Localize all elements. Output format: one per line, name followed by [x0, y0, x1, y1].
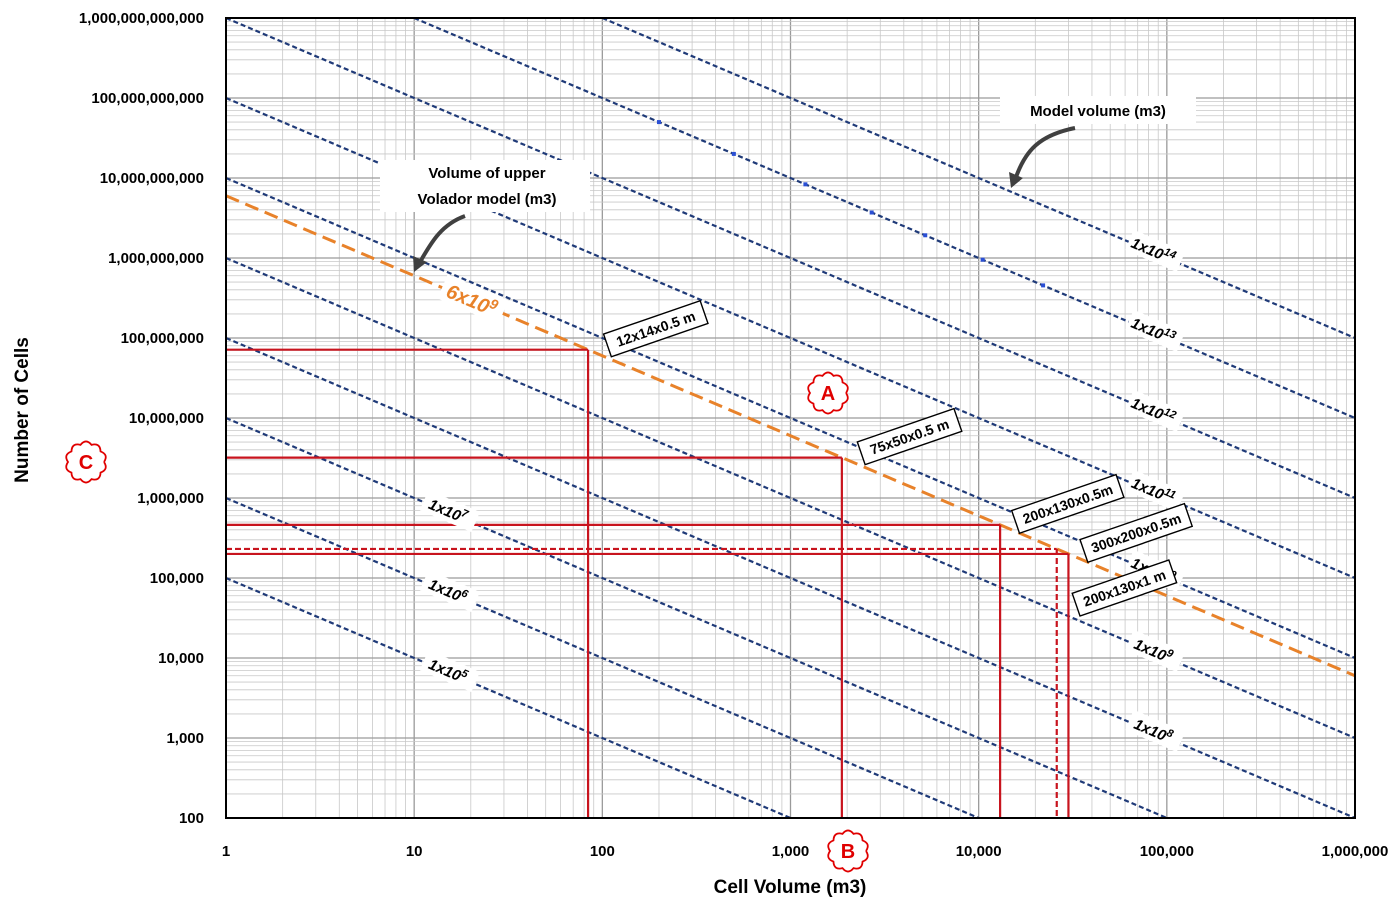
y-tick-label: 100,000,000	[121, 330, 204, 347]
svg-text:Model volume (m3): Model volume (m3)	[1030, 103, 1166, 120]
iso-volume-line	[225, 496, 980, 820]
x-tick-label: 10	[406, 843, 423, 860]
y-tick-label: 10,000,000	[129, 410, 204, 427]
svg-text:B: B	[841, 841, 855, 863]
y-axis-label: Number of Cells	[12, 337, 33, 483]
x-tick-label: 1,000,000	[1322, 843, 1389, 860]
data-point	[1041, 283, 1046, 288]
iso-volume-label: 1x1012	[1125, 389, 1186, 432]
model-volume-line-path	[225, 194, 1356, 678]
y-tick-label: 1,000,000,000	[108, 250, 204, 267]
data-point	[731, 151, 736, 156]
x-axis-label: Cell Volume (m3)	[714, 877, 867, 898]
x-tick-label: 1	[222, 843, 230, 860]
data-point	[980, 257, 985, 262]
svg-text:Volume of upper: Volume of upper	[428, 165, 545, 182]
x-tick-label: 100	[590, 843, 615, 860]
svg-text:C: C	[79, 452, 93, 474]
data-point	[869, 210, 874, 215]
svg-text:Volador model (m3): Volador model (m3)	[418, 191, 557, 208]
data-point	[656, 120, 661, 125]
y-tick-label: 1,000,000,000,000	[79, 10, 204, 27]
y-tick-label: 100,000,000,000	[91, 90, 204, 107]
iso-volume-line	[225, 416, 1168, 820]
callout-arrow	[1013, 126, 1076, 181]
marker-a: A	[807, 371, 849, 415]
y-tick-label: 100,000	[150, 570, 204, 587]
iso-volume-line	[601, 16, 1356, 340]
iso-volume-line	[413, 16, 1356, 420]
svg-text:A: A	[821, 383, 835, 405]
y-tick-label: 10,000,000,000	[100, 170, 204, 187]
x-tick-label: 10,000	[956, 843, 1002, 860]
iso-volume-line	[225, 256, 1356, 740]
iso-volume-line	[225, 576, 791, 820]
x-tick-label: 1,000	[772, 843, 810, 860]
x-tick-labels: 1 10 100 1,000 10,000 100,000 1,000,000	[222, 843, 1389, 860]
data-point	[803, 182, 808, 187]
y-tick-labels: 100 1,000 10,000 100,000 1,000,000 10,000,000…	[79, 10, 204, 827]
y-tick-label: 100	[179, 810, 204, 827]
marker-b: B	[827, 829, 869, 873]
iso-volume-line	[225, 336, 1356, 820]
marker-c: C	[65, 440, 107, 484]
iso-volume-label: 1x106	[419, 569, 480, 613]
y-tick-label: 1,000,000	[137, 490, 204, 507]
upper-model-callout: Volume of upper Volador model (m3)	[380, 160, 590, 272]
iso-volume-line	[225, 16, 1356, 500]
data-point	[923, 233, 928, 238]
callout-arrow	[418, 214, 466, 264]
x-tick-label: 100,000	[1140, 843, 1194, 860]
y-tick-label: 10,000	[158, 650, 204, 667]
markers: A B C	[65, 371, 869, 873]
plot-frame	[225, 17, 1356, 819]
model-volume-line	[225, 194, 1356, 678]
cell-size-guide-lines	[226, 348, 1070, 818]
model-volume-callout: Model volume (m3)	[1000, 96, 1196, 188]
y-tick-label: 1,000	[166, 730, 204, 747]
